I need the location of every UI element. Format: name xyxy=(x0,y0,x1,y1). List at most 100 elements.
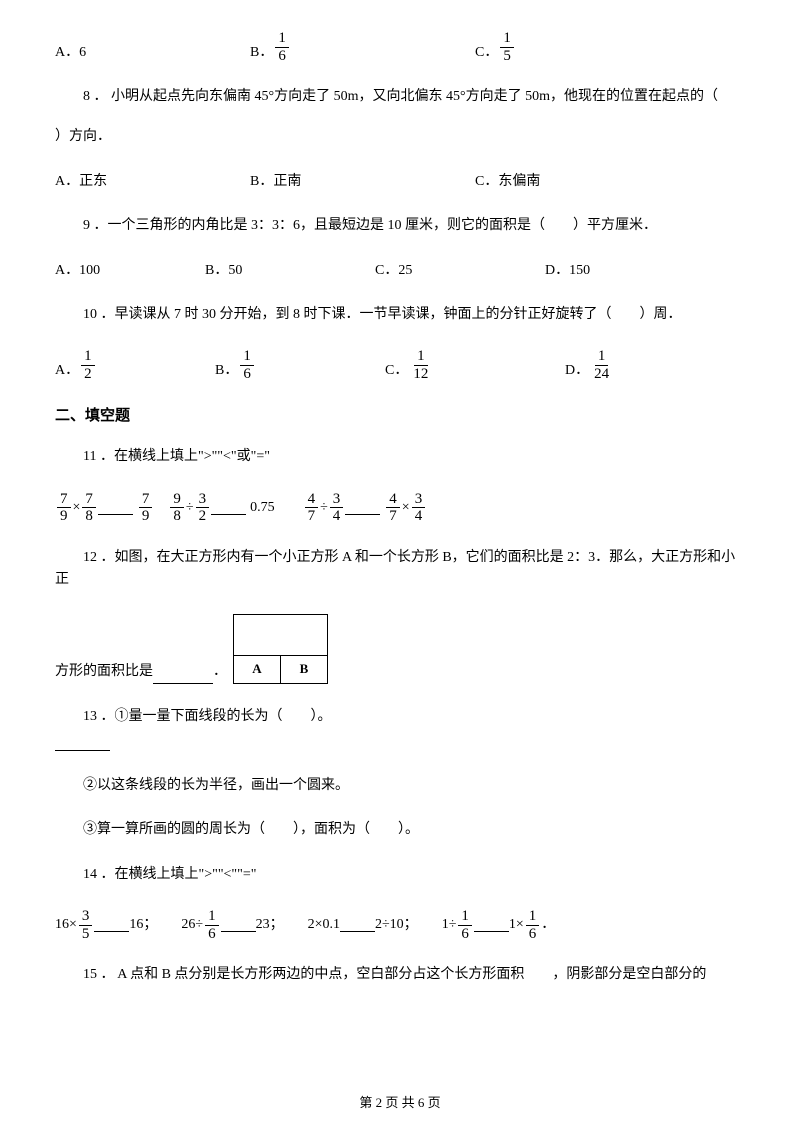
opt-c: C．25 xyxy=(375,260,545,282)
section2-title: 二、填空题 xyxy=(55,404,745,428)
label: B． xyxy=(250,42,273,64)
q8: 8 ． 小明从起点先向东偏南 45°方向走了 50m，又向北偏东 45°方向走了… xyxy=(55,86,745,149)
expr1b: 79 xyxy=(137,491,155,525)
opt-a: A． 1 2 xyxy=(55,348,215,382)
text: A 点和 B 点分别是长方形两边的中点，空白部分占这个长方形面积 ，阴影部分是空… xyxy=(117,967,706,982)
q11-text: 11 ．在横线上填上">""<"或"=" xyxy=(55,446,745,468)
fraction: 1 24 xyxy=(591,348,612,382)
fraction: 1 5 xyxy=(500,30,514,64)
blank xyxy=(94,918,129,932)
num: 8 ． xyxy=(83,89,108,104)
fraction: 32 xyxy=(196,491,210,525)
fraction: 79 xyxy=(57,491,71,525)
q9-options: A．100 B．50 C．25 D．150 xyxy=(55,260,745,282)
left: 1÷ xyxy=(442,914,457,936)
q15: 15 ． A 点和 B 点分别是长方形两边的中点，空白部分占这个长方形面积 ，阴… xyxy=(55,964,745,986)
blank xyxy=(211,501,246,515)
mid: 1× xyxy=(509,914,524,936)
q12-text1: 12 ．如图，在大正方形内有一个小正方形 A 和一个长方形 B，它们的面积比是 … xyxy=(55,547,745,592)
q7-options: A． 6 B． 1 6 C． 1 5 xyxy=(55,30,745,64)
fraction: 78 xyxy=(82,491,96,525)
q12-diagram: A B xyxy=(233,614,328,684)
e2: 26÷ 16 xyxy=(181,908,220,942)
fraction: 1 6 xyxy=(275,30,289,64)
e3-left: 2×0.1 xyxy=(308,914,340,936)
expr3b: 47 × 34 xyxy=(384,491,427,525)
q11-expr: 79 × 78 79 98 ÷ 32 0.75 47 ÷ 34 47 × 34 xyxy=(55,491,745,525)
line-segment xyxy=(55,750,110,751)
left: 16× xyxy=(55,914,77,936)
opt-c: C． 1 12 xyxy=(385,348,565,382)
fraction: 34 xyxy=(412,491,426,525)
blank xyxy=(340,918,375,932)
op: × xyxy=(402,497,410,519)
label: C． xyxy=(385,360,408,382)
cell-a: A xyxy=(234,656,281,683)
label: A． xyxy=(55,360,79,382)
blank xyxy=(345,501,380,515)
fraction: 1 12 xyxy=(410,348,431,382)
opt-a: A．正东 xyxy=(55,171,250,193)
fraction: 16 xyxy=(526,908,540,942)
opt-d: D．150 xyxy=(545,260,590,282)
label: B． xyxy=(215,360,238,382)
body: 小明从起点先向东偏南 45°方向走了 50m，又向北偏东 45°方向走了 50m… xyxy=(111,89,718,104)
q10-text: 10 ．早读课从 7 时 30 分开始，到 8 时下课．一节早读课，钟面上的分针… xyxy=(55,304,745,326)
expr1: 79 × 78 xyxy=(55,491,98,525)
fraction: 47 xyxy=(386,491,400,525)
fraction: 16 xyxy=(205,908,219,942)
q7-opt-c: C． 1 5 xyxy=(475,30,516,64)
opt-d: D． 1 24 xyxy=(565,348,614,382)
opt-b: B．正南 xyxy=(250,171,475,193)
q9-text: 9 ．一个三角形的内角比是 3：3：6，且最短边是 10 厘米，则它的面积是（ … xyxy=(55,215,745,237)
label: A． xyxy=(55,42,79,64)
q7-opt-a: A． 6 xyxy=(55,42,250,64)
value: 6 xyxy=(79,42,86,64)
e4: 1÷ 16 xyxy=(442,908,474,942)
num: 15 ． xyxy=(83,967,115,982)
q12-line2: 方形的面积比是 ． A B xyxy=(55,614,745,684)
period: ． xyxy=(213,661,227,683)
opt-c: C．东偏南 xyxy=(475,171,540,193)
expr3: 47 ÷ 34 xyxy=(303,491,346,525)
fraction: 98 xyxy=(170,491,184,525)
period: ． xyxy=(541,914,555,936)
label: C． xyxy=(475,42,498,64)
opt-b: B．50 xyxy=(205,260,375,282)
fraction: 35 xyxy=(79,908,93,942)
left: 26÷ xyxy=(181,914,203,936)
cell-b: B xyxy=(281,656,327,683)
text: 方形的面积比是 xyxy=(55,661,153,683)
blank xyxy=(474,918,509,932)
q13-text: 13 ．①量一量下面线段的长为（ ）。 xyxy=(55,706,745,728)
op: ÷ xyxy=(186,497,194,519)
op: × xyxy=(73,497,81,519)
blank xyxy=(221,918,256,932)
fraction: 34 xyxy=(330,491,344,525)
right: 23； xyxy=(256,914,284,936)
fraction: 47 xyxy=(305,491,319,525)
q13-sub2: ②以这条线段的长为半径，画出一个圆来。 xyxy=(55,775,745,797)
q8-options: A．正东 B．正南 C．东偏南 xyxy=(55,171,745,193)
fraction: 79 xyxy=(139,491,153,525)
e3-right: 2÷10； xyxy=(375,914,418,936)
q10-options: A． 1 2 B． 1 6 C． 1 12 D． 1 24 xyxy=(55,348,745,382)
opt-a: A．100 xyxy=(55,260,205,282)
page-footer: 第 2 页 共 6 页 xyxy=(0,1093,800,1114)
fraction: 1 6 xyxy=(240,348,254,382)
label: D． xyxy=(565,360,589,382)
opt-b: B． 1 6 xyxy=(215,348,385,382)
right: 16； xyxy=(129,914,157,936)
q14-expr: 16× 35 16； 26÷ 16 23； 2×0.1 2÷10； 1÷ 16 … xyxy=(55,908,745,942)
fraction: 1 2 xyxy=(81,348,95,382)
q8-text: 8 ． 小明从起点先向东偏南 45°方向走了 50m，又向北偏东 45°方向走了… xyxy=(55,86,745,108)
q13-sub3: ③算一算所画的圆的周长为（ ），面积为（ ）。 xyxy=(55,819,745,841)
op: ÷ xyxy=(320,497,328,519)
e4b: 1× 16 xyxy=(509,908,541,942)
blank xyxy=(98,501,133,515)
expr2: 98 ÷ 32 xyxy=(168,491,211,525)
const: 0.75 xyxy=(250,497,275,519)
q8-text2: ）方向． xyxy=(55,126,745,148)
fraction: 16 xyxy=(458,908,472,942)
q7-opt-b: B． 1 6 xyxy=(250,30,475,64)
